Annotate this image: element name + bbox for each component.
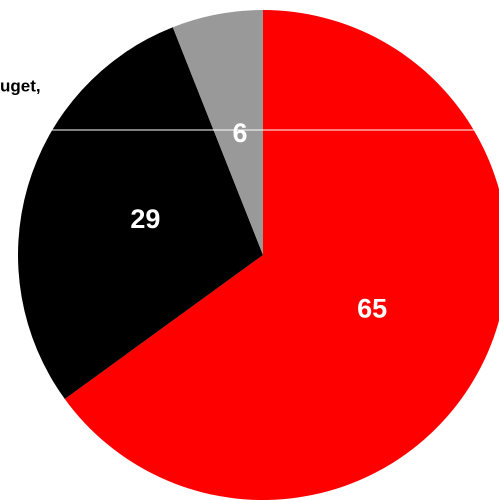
pie-slice (17, 27, 263, 400)
pie-slice (64, 10, 499, 500)
annotation: uget, (0, 76, 41, 95)
slices (17, 10, 499, 500)
data-label: 6 (233, 118, 248, 148)
data-label: 65 (357, 294, 387, 324)
pie-slice (172, 10, 263, 255)
data-label: 29 (130, 204, 160, 234)
